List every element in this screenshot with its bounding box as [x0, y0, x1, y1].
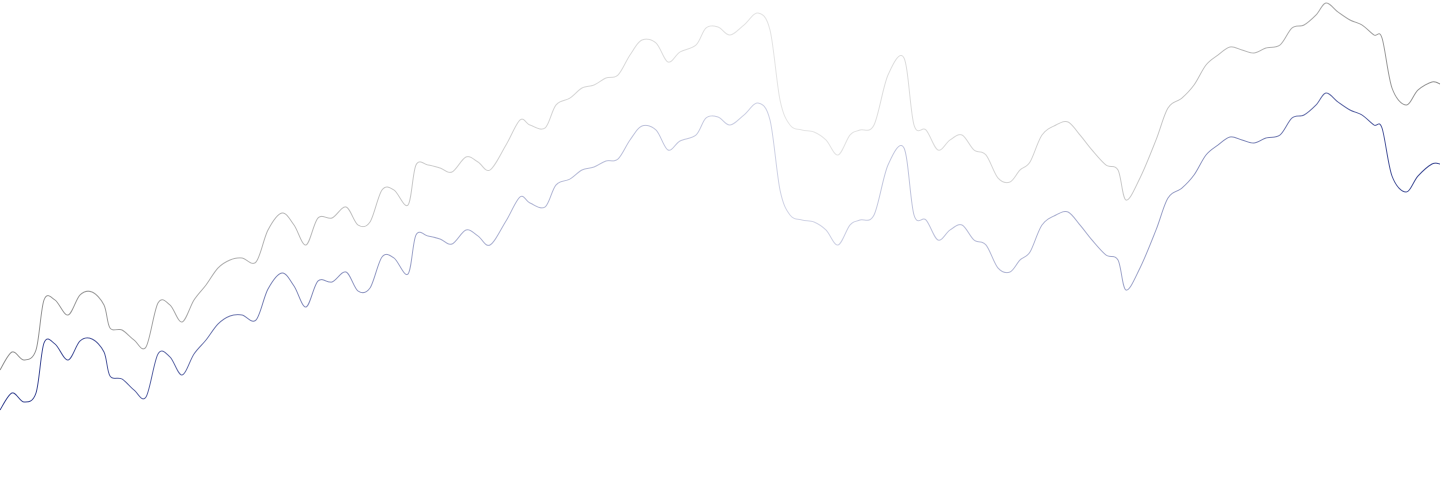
series-line [0, 92, 1441, 411]
series-line [0, 2, 1441, 371]
